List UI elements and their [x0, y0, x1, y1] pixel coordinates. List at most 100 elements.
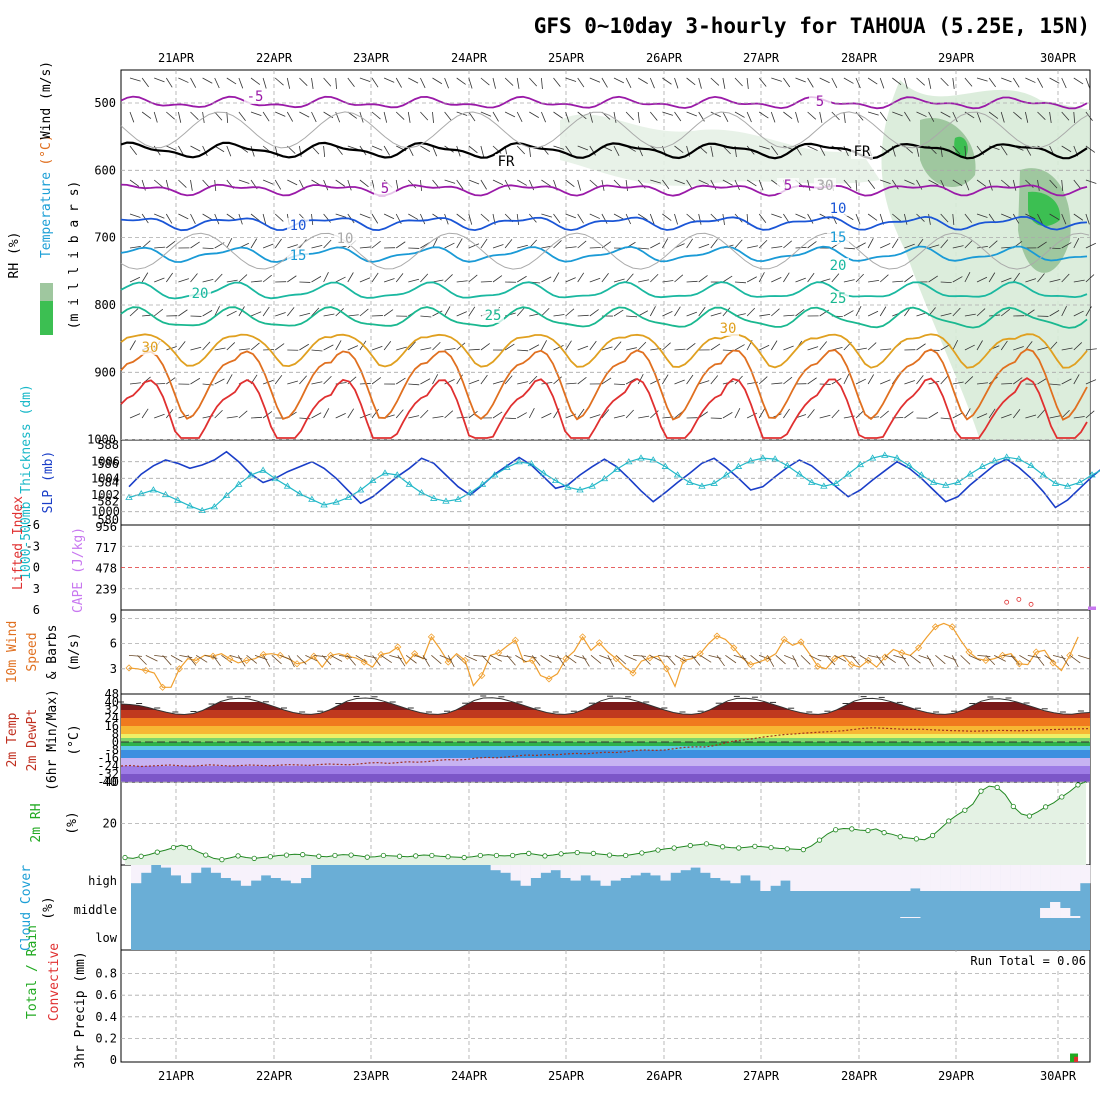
temp-band: [121, 750, 1090, 758]
wind-barb: [698, 306, 706, 317]
wind-barb: [359, 308, 369, 317]
wind-barb: [613, 111, 617, 123]
wind-barb: [686, 111, 697, 117]
wind-barb: [589, 309, 599, 317]
wind-barb: [347, 408, 355, 419]
wind-barb: [323, 271, 329, 283]
rh-marker: [590, 850, 596, 856]
temp-band: [121, 774, 1090, 782]
surface-wind-barb: [590, 655, 602, 664]
wind-barb: [904, 411, 914, 419]
surface-wind-barb: [725, 655, 737, 664]
wind-barb: [165, 213, 173, 224]
wind-speed-marker: [259, 650, 267, 659]
cloud-unit-label: (%): [41, 896, 56, 919]
surface-wind-barb: [994, 655, 1006, 662]
high-cloud-gap: [580, 865, 591, 876]
wind-barb: [698, 77, 702, 89]
high-cloud-gap: [270, 865, 282, 878]
wind-speed-marker: [763, 655, 771, 663]
wind-barb: [770, 340, 778, 351]
wind-barb: [516, 77, 520, 89]
wind-barb: [867, 374, 875, 385]
wind-barb: [214, 378, 225, 385]
wind-barb: [238, 77, 244, 89]
surface-wind-barb: [313, 654, 327, 658]
li-tick: -3: [26, 539, 40, 553]
contour-label: 30: [720, 321, 737, 337]
wind-barb: [1037, 241, 1047, 249]
wind-barb: [420, 378, 431, 385]
thickness-marker: [637, 454, 645, 461]
wind-barb: [129, 213, 141, 218]
wind-barb: [976, 213, 988, 218]
wind-barb: [141, 111, 152, 119]
wind-barb: [432, 237, 438, 249]
wind-barb: [517, 244, 528, 249]
wind-barb: [758, 239, 768, 249]
thickness-marker: [612, 465, 621, 472]
wind-barb: [880, 179, 891, 185]
wind-barb: [795, 213, 806, 219]
wind-barb: [904, 243, 915, 249]
thickness-marker: [588, 482, 596, 489]
wind-barb: [299, 111, 310, 118]
surface-wind-barb: [397, 655, 406, 667]
thickness-marker: [686, 478, 694, 485]
rh-shade-dark: [920, 118, 976, 187]
wind-barb: [1073, 111, 1076, 123]
surface-wind-barb: [909, 655, 921, 664]
wind-barb: [299, 375, 307, 385]
wind-speed-marker: [948, 623, 956, 631]
wind-barb: [492, 244, 504, 249]
wind-barb: [468, 213, 473, 225]
rh-marker: [283, 852, 290, 858]
rh-marker: [913, 836, 920, 842]
high-cloud-gap: [820, 865, 831, 891]
rh-marker: [396, 853, 403, 859]
thickness-marker: [356, 486, 365, 493]
isotherm: [120, 215, 1088, 232]
thickness-marker: [161, 490, 170, 498]
wind-barb: [855, 179, 858, 191]
wind-barb: [432, 213, 442, 221]
surface-wind-barb: [481, 655, 492, 666]
wind-barb: [480, 111, 492, 117]
wind-barb: [395, 241, 406, 249]
wind-barb: [746, 77, 749, 89]
wind-barb: [710, 239, 718, 249]
wind-barb: [1001, 413, 1012, 419]
wind-barb: [916, 375, 924, 385]
wind-barb: [577, 179, 582, 191]
wind-speed-marker: [797, 638, 805, 646]
wind-speed-marker: [847, 661, 855, 669]
wind-barb: [758, 408, 766, 419]
wind-barb: [1073, 179, 1081, 189]
wind-barb: [904, 111, 911, 122]
surface-wind-barb: [582, 655, 590, 667]
wind-barb: [589, 277, 601, 283]
wind-barb: [855, 378, 867, 385]
high-cloud-gap: [540, 865, 551, 873]
wind-barb: [867, 342, 877, 351]
wind-barb: [226, 111, 229, 123]
wind-barb: [154, 413, 165, 419]
wind-barb: [190, 77, 197, 88]
wind-barb: [1012, 77, 1020, 88]
thickness-marker: [405, 480, 414, 487]
wind-speed-marker: [159, 683, 167, 691]
wind-barb: [783, 240, 793, 249]
wind-barb: [940, 281, 952, 284]
wind-barb: [202, 213, 213, 220]
wind-barb: [553, 272, 560, 283]
wind-barb: [650, 410, 659, 419]
wind-barb: [747, 245, 758, 249]
wind-barb: [553, 314, 565, 317]
high-cloud-gap: [140, 865, 152, 873]
wind-barb: [371, 345, 383, 351]
wind-barb: [396, 346, 407, 351]
wind-barb: [347, 179, 352, 191]
wind-speed-marker: [915, 644, 923, 652]
surface-wind-barb: [935, 655, 946, 665]
wind-barb: [250, 311, 262, 317]
